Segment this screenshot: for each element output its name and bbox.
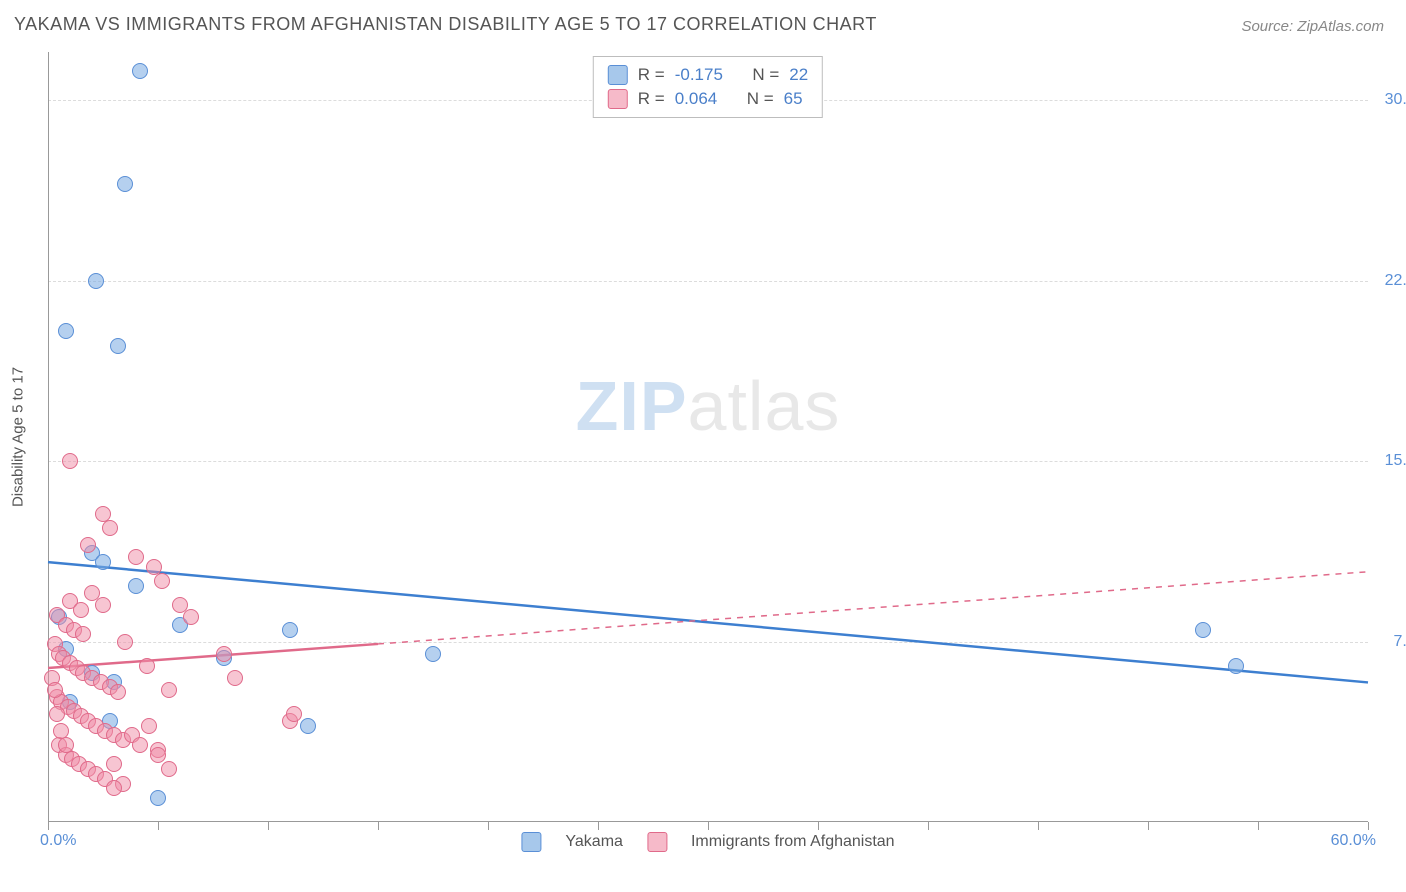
data-point-b (183, 609, 199, 625)
y-tick-label: 7.5% (1394, 633, 1406, 651)
data-point-b (117, 634, 133, 650)
x-minor-tick (268, 822, 269, 830)
data-point-b (150, 747, 166, 763)
legend-label-yakama: Yakama (565, 833, 623, 851)
x-minor-tick (708, 822, 709, 830)
legend-swatch-yakama (521, 832, 541, 852)
data-point-b (102, 520, 118, 536)
data-point-a (1228, 658, 1244, 674)
data-point-b (216, 646, 232, 662)
data-point-a (58, 323, 74, 339)
data-point-b (161, 682, 177, 698)
data-point-b (106, 756, 122, 772)
swatch-afghanistan (608, 89, 628, 109)
x-minor-tick (378, 822, 379, 830)
data-point-b (80, 537, 96, 553)
y-tick-label: 30.0% (1385, 91, 1406, 109)
stats-box: R = -0.175 N = 22 R = 0.064 N = 65 (593, 56, 823, 118)
x-minor-tick (1038, 822, 1039, 830)
x-minor-tick (1368, 822, 1369, 830)
data-point-b (141, 718, 157, 734)
stats-row-yakama: R = -0.175 N = 22 (608, 63, 808, 87)
data-point-b (128, 549, 144, 565)
y-tick-label: 22.5% (1385, 272, 1406, 290)
data-point-a (117, 176, 133, 192)
data-point-b (58, 737, 74, 753)
x-axis-min-label: 0.0% (40, 832, 76, 850)
data-point-a (300, 718, 316, 734)
legend-label-afghanistan: Immigrants from Afghanistan (691, 833, 895, 851)
x-minor-tick (928, 822, 929, 830)
data-point-a (1195, 622, 1211, 638)
legend-swatch-afghanistan (647, 832, 667, 852)
data-point-a (95, 554, 111, 570)
legend: Yakama Immigrants from Afghanistan (521, 832, 894, 852)
y-tick-label: 15.0% (1385, 452, 1406, 470)
data-point-a (110, 338, 126, 354)
x-axis-max-label: 60.0% (1331, 832, 1376, 850)
data-point-b (286, 706, 302, 722)
data-point-b (146, 559, 162, 575)
x-minor-tick (158, 822, 159, 830)
plot-area: ZIPatlas 7.5%15.0%22.5%30.0% Disability … (48, 52, 1368, 822)
data-point-b (110, 684, 126, 700)
data-point-a (128, 578, 144, 594)
data-point-b (75, 626, 91, 642)
x-minor-tick (818, 822, 819, 830)
data-point-b (154, 573, 170, 589)
data-point-a (132, 63, 148, 79)
data-point-b (95, 597, 111, 613)
data-point-b (139, 658, 155, 674)
y-axis-label: Disability Age 5 to 17 (10, 367, 27, 507)
x-minor-tick (488, 822, 489, 830)
data-point-a (425, 646, 441, 662)
data-point-b (47, 682, 63, 698)
chart-title: YAKAMA VS IMMIGRANTS FROM AFGHANISTAN DI… (14, 14, 877, 35)
data-point-b (132, 737, 148, 753)
data-point-b (161, 761, 177, 777)
x-minor-tick (1258, 822, 1259, 830)
x-minor-tick (48, 822, 49, 830)
source-attribution: Source: ZipAtlas.com (1241, 18, 1384, 35)
data-point-a (88, 273, 104, 289)
data-point-a (282, 622, 298, 638)
data-point-b (106, 780, 122, 796)
x-minor-tick (1148, 822, 1149, 830)
regression-lines-layer (48, 52, 1368, 822)
data-point-a (150, 790, 166, 806)
swatch-yakama (608, 65, 628, 85)
stats-row-afghanistan: R = 0.064 N = 65 (608, 87, 808, 111)
data-point-b (62, 453, 78, 469)
data-point-b (227, 670, 243, 686)
data-point-b (73, 602, 89, 618)
data-point-b (49, 706, 65, 722)
x-minor-tick (598, 822, 599, 830)
